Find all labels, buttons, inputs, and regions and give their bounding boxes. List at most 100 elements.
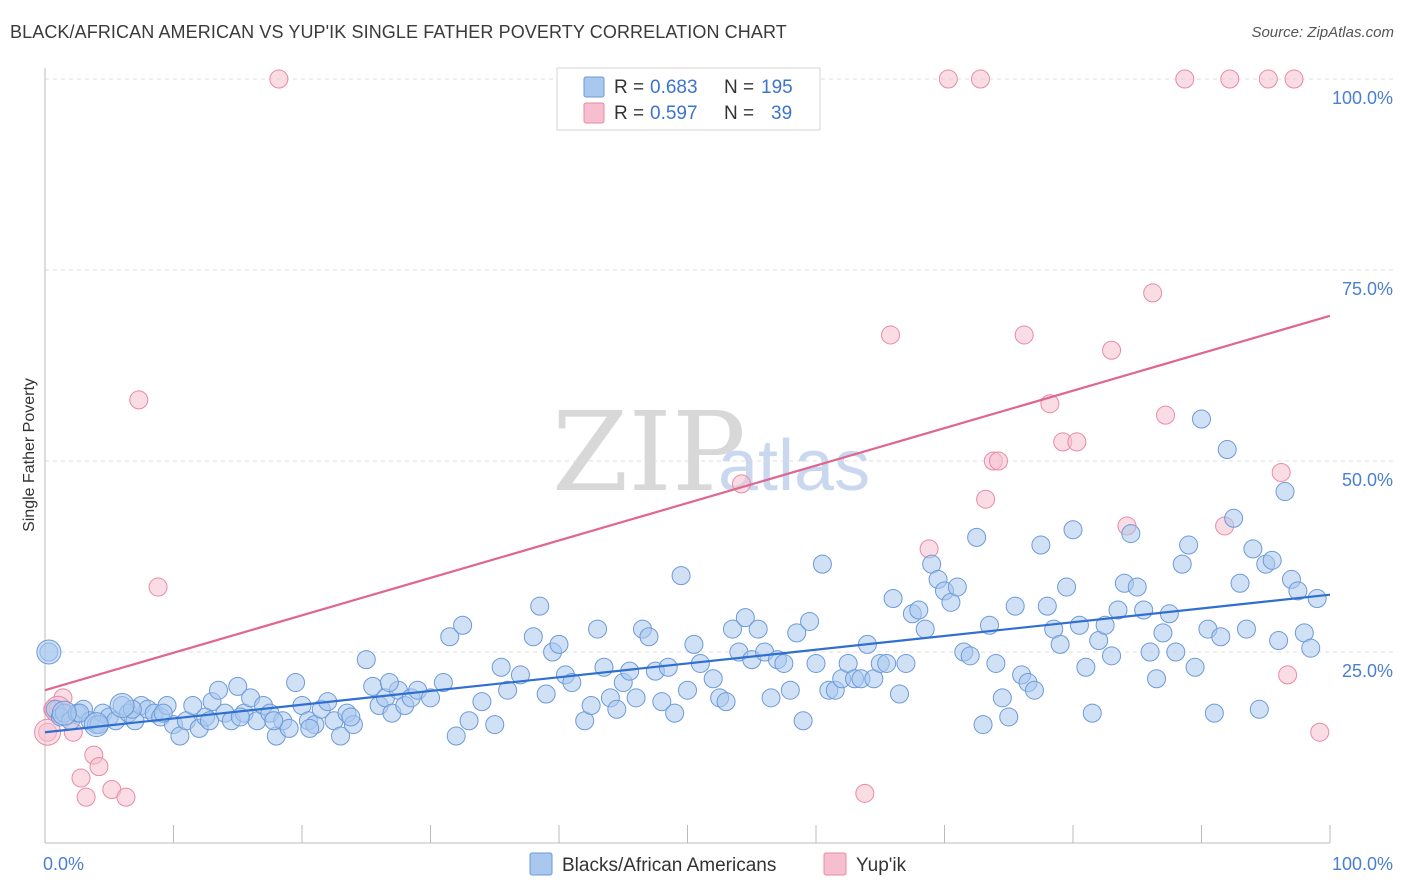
data-point bbox=[1037, 596, 1057, 616]
data-point bbox=[446, 726, 466, 746]
data-point bbox=[722, 619, 742, 639]
y-tick-label: 25.0% bbox=[1342, 661, 1393, 681]
data-point bbox=[1014, 325, 1034, 345]
data-point bbox=[976, 489, 996, 509]
data-point bbox=[970, 69, 990, 89]
data-point bbox=[1102, 340, 1122, 360]
legend-n-value-blue: 195 bbox=[761, 77, 793, 98]
data-point bbox=[269, 69, 289, 89]
data-point bbox=[1284, 69, 1304, 89]
watermark-atlas: atlas bbox=[718, 426, 870, 506]
data-point bbox=[909, 600, 929, 620]
data-point bbox=[1301, 638, 1321, 658]
bottom-legend-label-blue: Blacks/African Americans bbox=[562, 855, 776, 876]
data-point bbox=[1217, 440, 1237, 460]
data-point bbox=[1278, 665, 1298, 685]
data-point bbox=[498, 680, 518, 700]
data-point bbox=[1102, 646, 1122, 666]
data-point bbox=[855, 783, 875, 803]
legend-r-value-pink: 0.597 bbox=[650, 103, 698, 124]
data-point bbox=[453, 615, 473, 635]
data-point bbox=[1069, 615, 1089, 635]
chart-title: BLACK/AFRICAN AMERICAN VS YUP'IK SINGLE … bbox=[10, 22, 787, 42]
data-point bbox=[890, 684, 910, 704]
data-point bbox=[109, 692, 135, 718]
data-point bbox=[999, 707, 1019, 727]
data-point bbox=[433, 673, 453, 693]
data-point bbox=[1258, 69, 1278, 89]
data-point bbox=[562, 673, 582, 693]
data-point bbox=[800, 611, 820, 631]
data-point bbox=[1057, 577, 1077, 597]
data-point bbox=[938, 69, 958, 89]
data-point bbox=[1166, 642, 1186, 662]
data-point bbox=[787, 623, 807, 643]
legend-r-value-blue: 0.683 bbox=[650, 77, 698, 98]
data-point bbox=[1067, 432, 1087, 452]
data-point bbox=[988, 451, 1008, 471]
data-point bbox=[1192, 409, 1211, 429]
data-point bbox=[1082, 703, 1102, 723]
data-point bbox=[71, 768, 91, 788]
data-point bbox=[1204, 703, 1224, 723]
data-point bbox=[1063, 520, 1083, 540]
data-point bbox=[472, 692, 492, 712]
data-point bbox=[1179, 535, 1199, 555]
data-point bbox=[530, 596, 550, 616]
data-point bbox=[264, 711, 284, 731]
data-point bbox=[581, 695, 601, 715]
data-point bbox=[1172, 554, 1192, 574]
data-point bbox=[116, 787, 136, 807]
data-point bbox=[51, 700, 77, 726]
data-point bbox=[812, 554, 832, 574]
legend-r-label-blue: R = bbox=[614, 77, 644, 98]
data-point bbox=[1236, 619, 1256, 639]
data-point bbox=[1031, 535, 1051, 555]
data-point bbox=[607, 699, 627, 719]
watermark-zip: ZIP bbox=[552, 388, 746, 516]
data-point bbox=[129, 390, 149, 410]
data-point bbox=[1249, 699, 1269, 719]
data-point bbox=[1143, 283, 1163, 303]
data-point bbox=[228, 676, 248, 696]
data-point bbox=[748, 619, 768, 639]
data-point bbox=[1076, 657, 1096, 677]
data-point bbox=[735, 608, 755, 628]
data-point bbox=[1224, 508, 1244, 528]
x-tick-label: 100.0% bbox=[1332, 854, 1393, 874]
data-point bbox=[279, 718, 299, 738]
legend-r-label-pink: R = bbox=[614, 103, 644, 124]
data-point bbox=[960, 646, 980, 666]
data-point bbox=[1050, 634, 1070, 654]
data-point bbox=[331, 726, 351, 746]
data-point bbox=[1288, 581, 1308, 601]
data-point bbox=[915, 619, 935, 639]
data-point bbox=[716, 692, 736, 712]
data-point bbox=[1153, 623, 1173, 643]
data-point bbox=[793, 711, 813, 731]
y-tick-label: 100.0% bbox=[1332, 88, 1393, 108]
data-point bbox=[678, 680, 697, 700]
data-point bbox=[639, 627, 659, 647]
data-point bbox=[806, 653, 826, 673]
data-point bbox=[671, 566, 691, 586]
data-point bbox=[1262, 550, 1282, 570]
data-point bbox=[183, 695, 203, 715]
data-point bbox=[199, 711, 219, 731]
data-point bbox=[76, 787, 96, 807]
bottom-legend: Blacks/African Americans Yup'ik bbox=[529, 852, 907, 876]
legend-n-label-pink: N = bbox=[724, 103, 754, 124]
trend-lines bbox=[44, 314, 1331, 734]
data-point bbox=[774, 653, 794, 673]
data-point bbox=[549, 634, 569, 654]
data-point bbox=[780, 680, 800, 700]
data-point bbox=[286, 673, 306, 693]
data-point bbox=[1275, 482, 1295, 502]
source-credit: Source: ZipAtlas.com bbox=[1251, 24, 1394, 41]
data-point bbox=[1271, 462, 1291, 482]
trend-line-blue bbox=[44, 593, 1331, 734]
data-point bbox=[83, 712, 109, 738]
data-point bbox=[485, 715, 505, 735]
gridlines bbox=[45, 78, 1395, 653]
data-point bbox=[1121, 524, 1141, 544]
